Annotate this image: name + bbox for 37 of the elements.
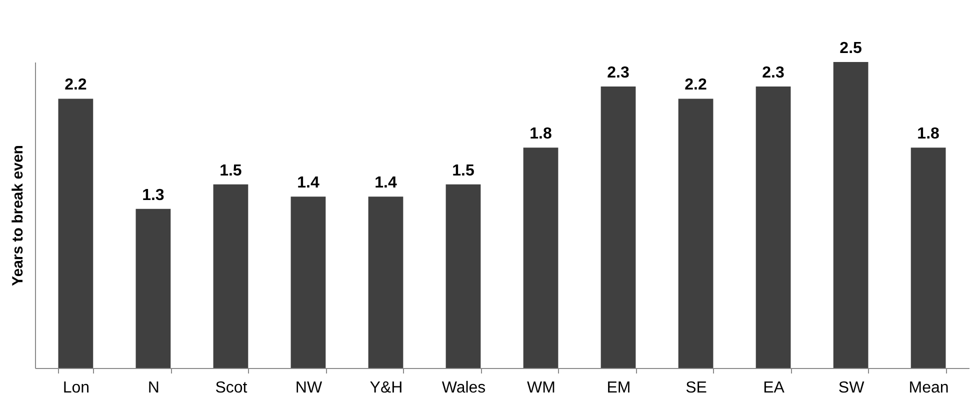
y-axis-title: Years to break even — [10, 145, 26, 286]
bar — [523, 148, 558, 368]
x-tick-label: Scot — [215, 380, 248, 396]
data-label: 1.4 — [374, 174, 397, 192]
x-tick-label: N — [148, 380, 160, 396]
bar — [213, 184, 248, 368]
data-label: 2.2 — [64, 76, 87, 94]
bar — [290, 196, 326, 368]
x-tick-label: Y&H — [370, 380, 403, 396]
x-tick-label: Wales — [442, 380, 486, 396]
data-label: 2.3 — [762, 64, 785, 82]
data-label: 1.8 — [530, 126, 552, 143]
data-label: 2.2 — [684, 76, 707, 94]
bar — [58, 98, 94, 368]
x-tick-label: EA — [763, 380, 785, 396]
x-tick-label: SW — [838, 380, 866, 396]
data-label: 1.4 — [297, 174, 320, 192]
bar — [446, 184, 481, 368]
bar — [600, 86, 636, 368]
x-tick-label: WM — [527, 380, 556, 396]
bar — [756, 86, 791, 368]
x-tick-label: NW — [295, 380, 323, 396]
bar — [678, 98, 714, 368]
data-label: 1.3 — [142, 186, 164, 204]
bar — [910, 148, 946, 368]
data-label: 2.3 — [607, 64, 630, 82]
x-tick-label: SE — [686, 380, 707, 396]
x-tick-label: Mean — [908, 380, 949, 396]
x-tick-label: Lon — [62, 380, 90, 396]
bar — [136, 208, 171, 368]
bar — [833, 62, 868, 368]
data-label: 2.5 — [840, 40, 862, 57]
data-label: 1.5 — [220, 162, 242, 180]
data-label: 1.5 — [452, 162, 474, 180]
bar — [368, 196, 404, 368]
x-tick-label: EM — [606, 380, 631, 396]
data-label: 1.8 — [917, 126, 940, 143]
